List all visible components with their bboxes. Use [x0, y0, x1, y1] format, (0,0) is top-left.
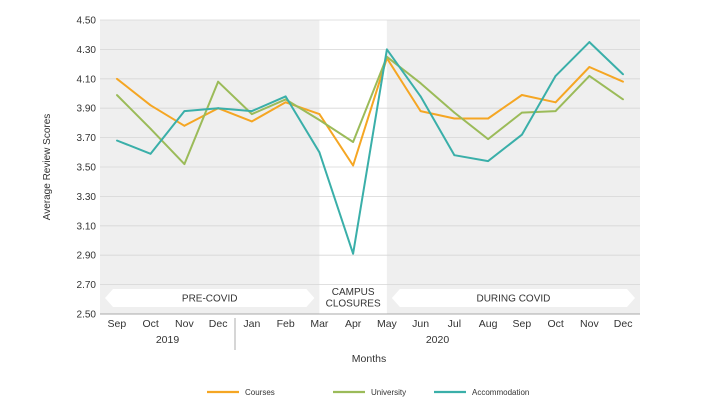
y-tick-label: 2.70 — [77, 280, 97, 291]
data-point — [115, 139, 118, 142]
legend-label: Courses — [245, 388, 275, 397]
y-tick-label: 3.30 — [77, 192, 97, 203]
series-line-accommodation — [116, 41, 624, 255]
series-university — [115, 55, 625, 166]
y-tick-label: 3.70 — [77, 133, 97, 144]
data-point — [520, 111, 523, 114]
y-tick-label: 3.50 — [77, 163, 97, 174]
y-tick-label: 2.50 — [77, 310, 97, 321]
data-point — [419, 82, 422, 85]
x-tick-label: Jan — [243, 318, 260, 330]
x-tick-label: Oct — [142, 318, 158, 330]
legend-label: Accommodation — [472, 388, 529, 397]
data-point — [318, 119, 321, 121]
period-label: CAMPUS CLOSURES — [326, 287, 381, 310]
series-line-courses — [116, 57, 624, 167]
x-tick-label: Sep — [108, 318, 127, 330]
x-tick-label: Sep — [513, 318, 532, 330]
period-banners: PRE-COVID CAMPUS CLOSURES DURING COVID — [105, 287, 635, 310]
data-point — [487, 138, 490, 140]
y-tick-label: 3.10 — [77, 221, 97, 232]
period-label: PRE-COVID — [182, 294, 238, 305]
x-tick-label: Mar — [310, 318, 329, 330]
series-lines — [115, 41, 625, 255]
data-point — [419, 110, 422, 113]
x-tick-label: Apr — [345, 318, 362, 330]
period-label: DURING COVID — [476, 294, 550, 305]
year-label: 2019 — [156, 334, 180, 346]
x-tick-label: Dec — [209, 318, 228, 330]
data-point — [520, 133, 523, 136]
x-tick-label: Feb — [277, 318, 295, 330]
y-axis-label: Average Review Scores — [42, 114, 53, 221]
year-label: 2020 — [426, 334, 450, 346]
data-point — [183, 110, 186, 113]
data-point — [588, 66, 591, 68]
data-point — [352, 164, 355, 167]
data-point — [217, 107, 220, 110]
x-tick-label: Nov — [580, 318, 599, 330]
data-point — [115, 94, 118, 96]
legend-item-university: University — [333, 388, 406, 397]
data-point — [453, 117, 456, 120]
x-axis-label: Months — [352, 353, 386, 365]
data-point — [250, 110, 253, 113]
data-point — [284, 101, 287, 104]
data-point — [622, 73, 625, 76]
data-point — [183, 124, 186, 127]
legend: Courses University Accommodation — [207, 388, 529, 397]
period-banner-2 — [391, 289, 635, 307]
series-courses — [115, 57, 625, 167]
data-point — [554, 110, 557, 113]
y-tick-label: 2.90 — [77, 251, 97, 262]
y-axis-ticks: 4.50 4.30 4.10 3.90 3.70 3.50 3.30 3.10 2.90 2.70… — [77, 16, 97, 321]
data-point — [149, 104, 152, 107]
legend-item-courses: Courses — [207, 388, 275, 397]
data-point — [149, 127, 152, 130]
data-point — [250, 113, 253, 115]
x-tick-label: May — [377, 318, 398, 330]
data-point — [217, 80, 220, 83]
y-tick-label: 4.50 — [77, 16, 97, 27]
x-tick-label: Jun — [412, 318, 429, 330]
data-point — [588, 74, 591, 77]
data-point — [318, 151, 321, 154]
data-point — [520, 94, 523, 96]
data-point — [183, 163, 186, 165]
data-point — [487, 117, 490, 120]
x-tick-label: Oct — [547, 318, 563, 330]
series-line-university — [116, 55, 624, 166]
data-point — [554, 101, 557, 104]
data-point — [453, 154, 456, 157]
x-tick-label: Nov — [175, 318, 194, 330]
data-point — [318, 113, 321, 115]
x-tick-label: Aug — [479, 318, 498, 330]
data-point — [588, 41, 591, 43]
data-point — [149, 152, 152, 155]
data-point — [352, 252, 355, 255]
data-point — [419, 95, 422, 98]
data-point — [453, 111, 456, 114]
data-point — [622, 98, 625, 101]
data-point — [250, 120, 253, 123]
period-banner-0 — [105, 289, 315, 307]
data-point — [554, 74, 557, 77]
x-tick-label: Jul — [448, 318, 461, 330]
data-point — [352, 141, 355, 143]
y-tick-label: 3.90 — [77, 104, 97, 115]
data-point — [622, 80, 625, 83]
y-tick-label: 4.10 — [77, 74, 97, 85]
legend-item-accommodation: Accommodation — [434, 388, 529, 397]
y-tick-label: 4.30 — [77, 45, 97, 56]
data-point — [115, 77, 118, 80]
data-point — [487, 160, 490, 163]
legend-label: University — [371, 388, 406, 397]
x-axis: Sep Oct Nov Dec Jan Feb Mar Apr May Jun Jul Aug Sep O… — [100, 313, 640, 350]
x-tick-label: Dec — [614, 318, 633, 330]
data-point — [284, 95, 287, 98]
series-accommodation — [115, 41, 625, 255]
data-point — [385, 48, 388, 51]
